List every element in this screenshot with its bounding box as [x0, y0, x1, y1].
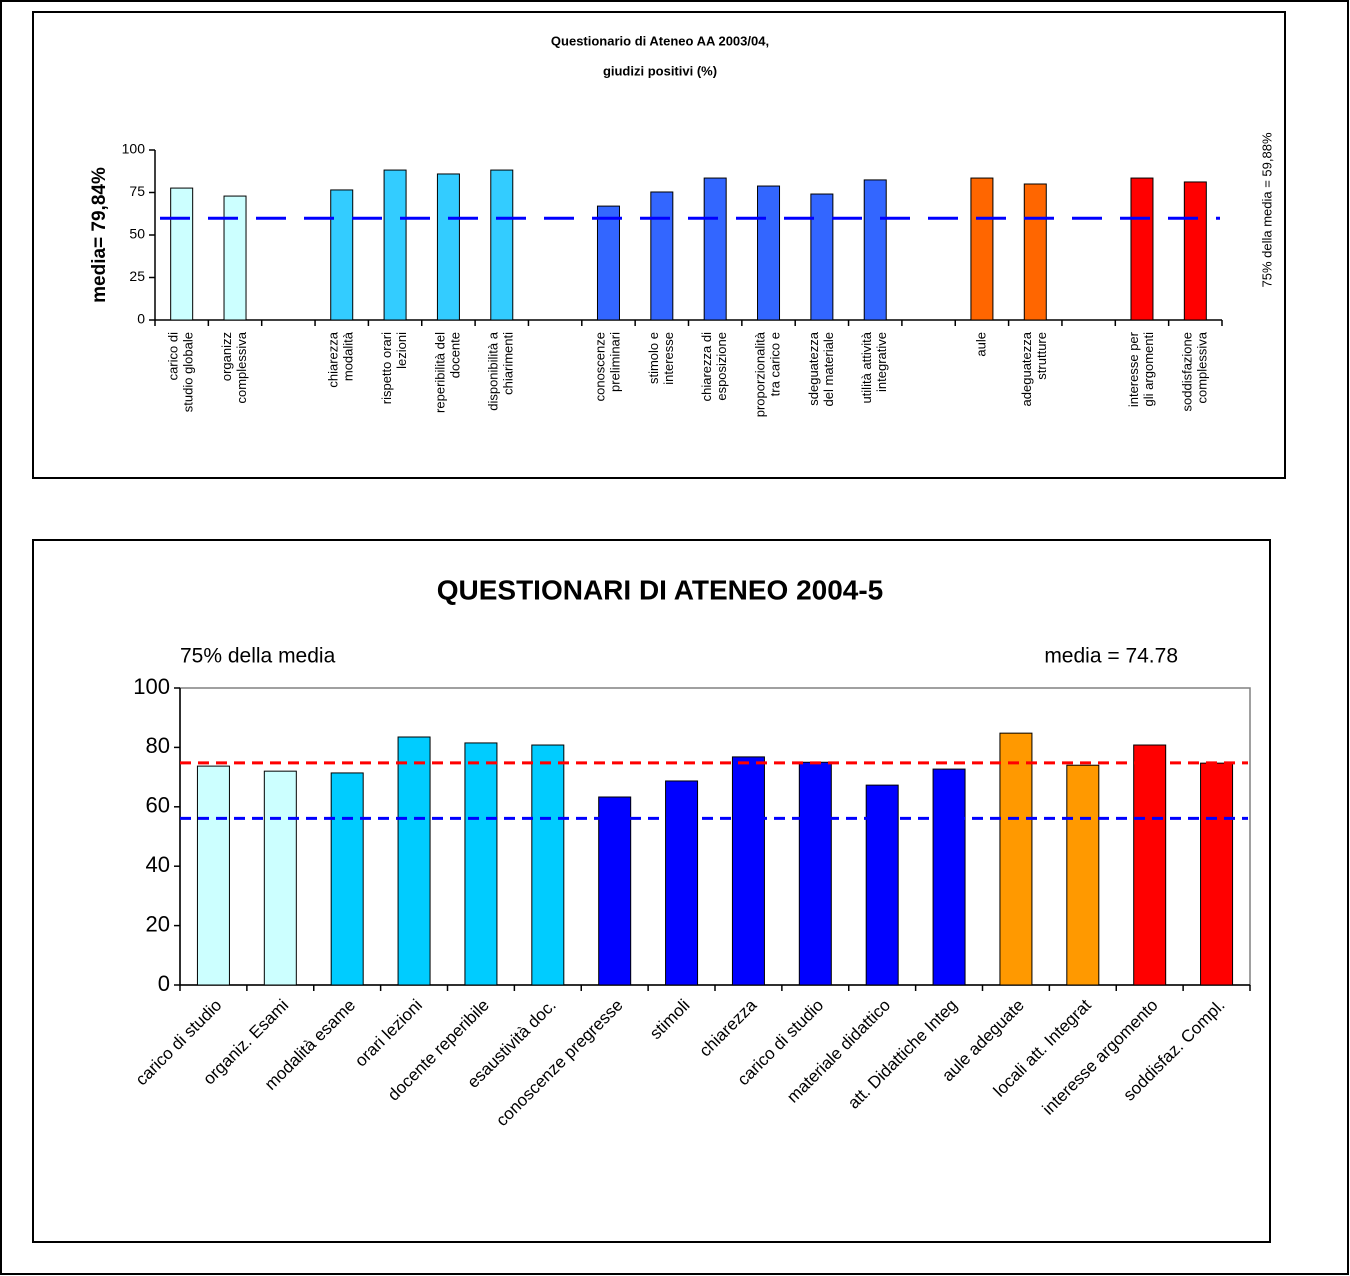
x-tick-label: chiarezza [326, 331, 341, 387]
bar [650, 191, 674, 321]
bar [731, 756, 765, 986]
bar [330, 189, 354, 321]
bar [703, 177, 727, 321]
x-tick-label: organizz [219, 332, 234, 381]
bar [1023, 183, 1047, 321]
bar [330, 772, 364, 986]
bar [665, 780, 699, 986]
bar [970, 177, 994, 321]
x-tick-label: interesse argomento [1039, 996, 1162, 1119]
y-tick-label: 0 [158, 971, 170, 996]
bar [223, 195, 247, 321]
x-tick-label: chiarezza di [699, 332, 714, 401]
bar [1066, 764, 1100, 986]
x-tick-label: esposizione [714, 332, 729, 401]
chart-title: giudizi positivi (%) [603, 63, 717, 78]
chart-frame [32, 11, 1286, 479]
y-tick-label: 80 [146, 733, 170, 758]
x-tick-label: modalità [341, 331, 356, 381]
x-tick-label: rispetto orari [379, 332, 394, 404]
x-tick-label: lezioni [394, 332, 409, 369]
bar [865, 784, 899, 986]
reference-label: 75% della media [180, 645, 336, 668]
bar [596, 205, 620, 321]
y-tick-label: 60 [146, 793, 170, 818]
bar [1130, 177, 1154, 321]
x-tick-label: conoscenze [592, 332, 607, 401]
x-tick-label: studio globale [181, 332, 196, 412]
x-tick-label: stimoli [646, 996, 693, 1043]
y-tick-label: 75 [129, 183, 145, 199]
x-tick-label: complessiva [1194, 331, 1209, 403]
x-tick-label: tra carico e [767, 332, 782, 396]
bar [1183, 181, 1207, 321]
bar [196, 765, 230, 986]
y-tick-label: 20 [146, 911, 170, 936]
chart-title: QUESTIONARI DI ATENEO 2004-5 [437, 574, 884, 605]
bar [999, 732, 1033, 986]
y-tick-label: 0 [137, 311, 145, 327]
reference-label: 75% della media = 59,88% [1259, 132, 1274, 287]
y-tick-label: 40 [146, 852, 170, 877]
bar [263, 770, 297, 986]
bar [1200, 762, 1234, 986]
x-tick-label: soddisfazione [1179, 332, 1194, 412]
bar [798, 761, 832, 986]
x-tick-label: att. Didattiche Integ [844, 996, 961, 1113]
bar [170, 187, 194, 321]
y-tick-label: 50 [129, 226, 145, 242]
x-tick-label: interesse [661, 332, 676, 385]
x-tick-label: del materiale [821, 332, 836, 406]
y-tick-label: 100 [133, 674, 170, 699]
bar [757, 185, 781, 321]
x-tick-label: proporzionalità [752, 331, 767, 417]
x-tick-label: utilità attività [859, 331, 874, 403]
bar [810, 193, 834, 321]
x-tick-label: complessiva [234, 331, 249, 403]
x-tick-label: docente [447, 332, 462, 378]
chart-frame [32, 539, 1271, 1243]
x-tick-label: chiarimenti [501, 332, 516, 395]
bar [436, 173, 460, 321]
x-tick-label: sdeguatezza [806, 331, 821, 405]
bar [863, 179, 887, 321]
reference-label: media = 74.78 [1044, 645, 1178, 668]
x-tick-label: carico di [166, 332, 181, 381]
bar [490, 169, 514, 321]
chart-title: Questionario di Ateneo AA 2003/04, [551, 33, 769, 48]
bar [531, 744, 565, 986]
bar [383, 169, 407, 321]
y-tick-label: 100 [122, 141, 146, 157]
x-tick-label: integrative [874, 332, 889, 392]
x-tick-label: adeguatezza [1019, 331, 1034, 406]
bar [464, 742, 498, 986]
y-axis-label: media= 79,84% [89, 167, 110, 303]
x-tick-label: preliminari [607, 332, 622, 392]
bar [598, 796, 632, 986]
x-tick-label: conoscenze pregresse [492, 996, 626, 1130]
bar [1133, 744, 1167, 986]
x-tick-label: gli argomenti [1141, 332, 1156, 407]
bar [397, 736, 431, 986]
y-tick-label: 25 [129, 268, 145, 284]
x-tick-label: strutture [1034, 332, 1049, 380]
x-tick-label: aule [973, 332, 988, 357]
x-tick-label: reperibilità del [432, 332, 447, 413]
bar [932, 768, 966, 986]
x-tick-label: disponibilità a [486, 331, 501, 411]
x-tick-label: chiarezza [696, 995, 761, 1060]
x-tick-label: interesse per [1126, 331, 1141, 407]
x-tick-label: stimolo e [646, 332, 661, 384]
